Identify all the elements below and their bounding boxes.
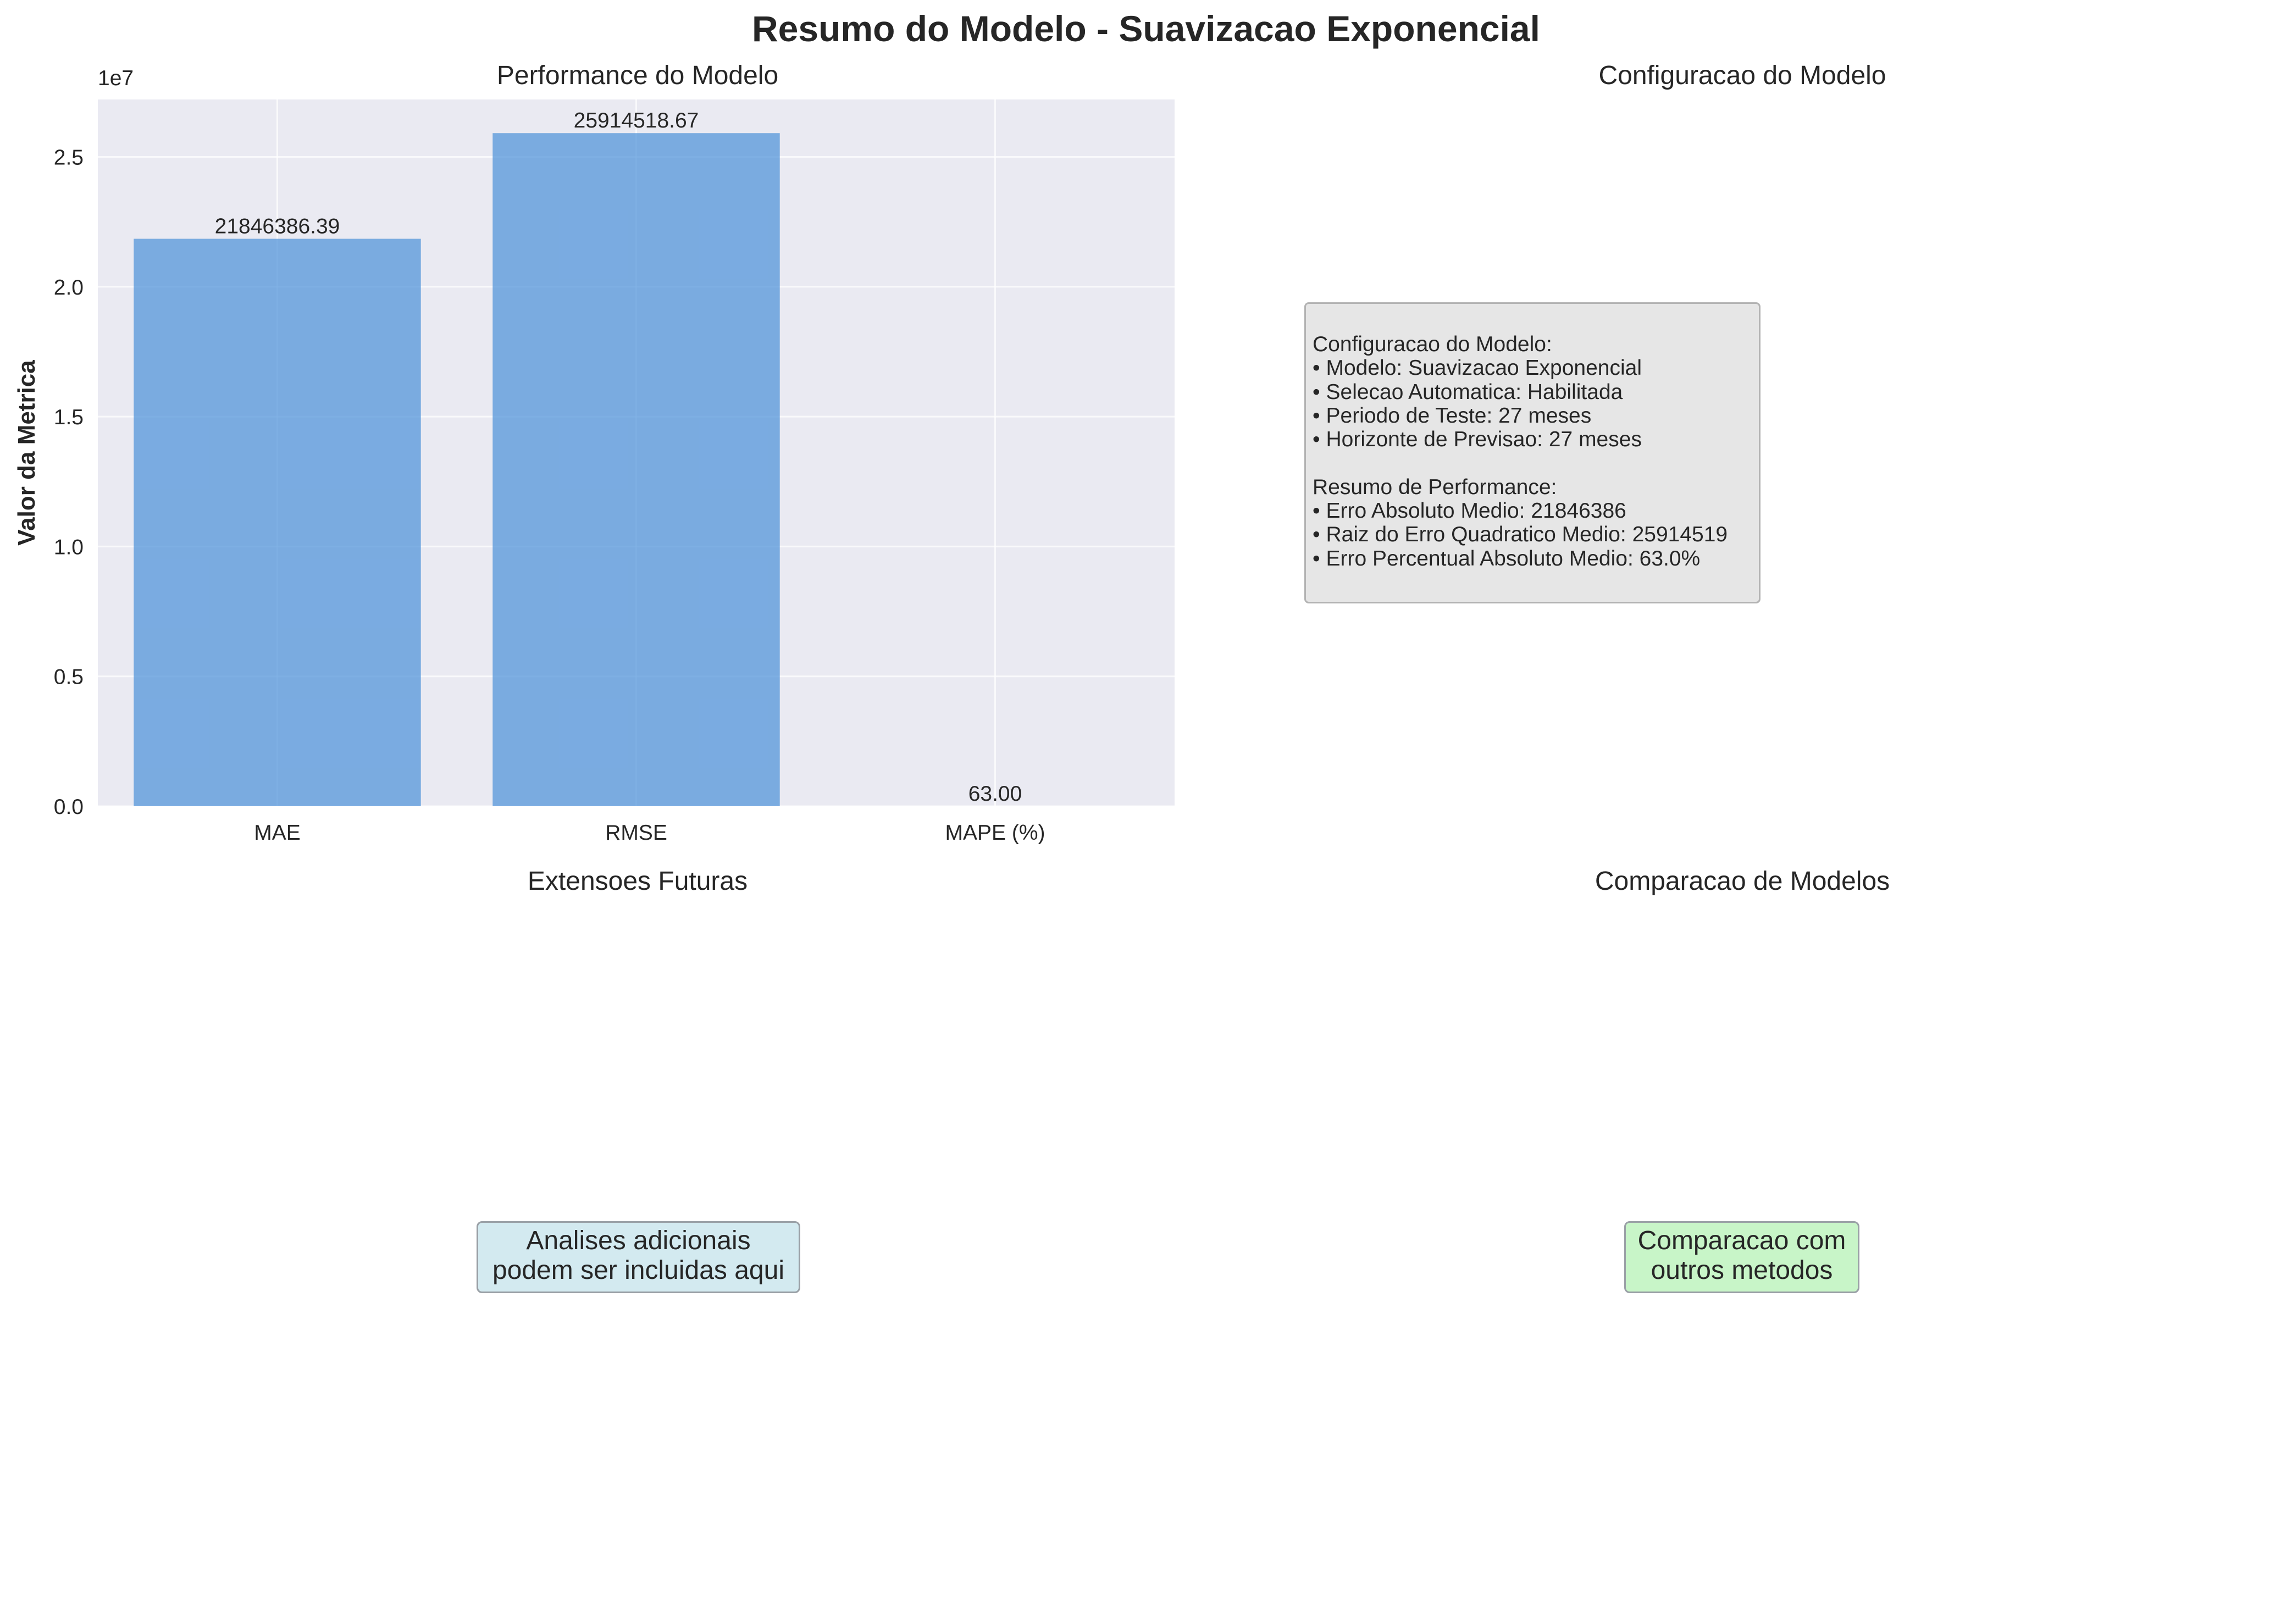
y-tick-label: 2.5 [54, 146, 84, 169]
config-panel-title: Configuracao do Modelo [1598, 61, 1886, 90]
comparison-note-line-2: outros metodos [1651, 1256, 1833, 1285]
y-axis-label: Valor da Metrica [13, 360, 40, 546]
future-extensions-note: Analises adicionais podem ser incluidas … [477, 1221, 800, 1293]
bar-mae [134, 239, 421, 806]
config-line: • Selecao Automatica: Habilitada [1313, 380, 1623, 404]
x-tick-label: MAE [254, 821, 301, 845]
config-line: • Modelo: Suavizacao Exponencial [1313, 356, 1642, 380]
comparison-note-line-1: Comparacao com [1637, 1226, 1846, 1255]
y-tick-label: 1.0 [54, 535, 84, 559]
config-info-box: Configuracao do Modelo: • Modelo: Suaviza… [1304, 302, 1760, 603]
y-tick-label: 1.5 [54, 406, 84, 429]
bar-value-label: 21846386.39 [215, 215, 340, 239]
bar-value-label: 63.00 [968, 782, 1022, 806]
x-tick-label: MAPE (%) [945, 821, 1045, 845]
bars [134, 133, 1139, 807]
y-tick-label: 0.0 [54, 795, 84, 819]
figure-title: Resumo do Modelo - Suavizacao Exponencia… [752, 8, 1540, 49]
config-line: Resumo de Performance: [1313, 475, 1557, 499]
y-tick-label: 0.5 [54, 666, 84, 689]
bar-rmse [492, 133, 780, 807]
value-labels: 21846386.39 25914518.67 63.00 [215, 109, 1022, 806]
config-line: Configuracao do Modelo: [1313, 332, 1552, 356]
comparison-note: Comparacao com outros metodos [1624, 1221, 1859, 1293]
future-note-line-2: podem ser incluidas aqui [492, 1256, 784, 1285]
config-line: • Erro Absoluto Medio: 21846386 [1313, 499, 1626, 523]
future-note-line-1: Analises adicionais [526, 1226, 751, 1255]
config-line: • Raiz do Erro Quadratico Medio: 2591451… [1313, 523, 1728, 547]
config-line: • Horizonte de Previsao: 27 meses [1313, 428, 1642, 452]
bar-value-label: 25914518.67 [574, 109, 699, 132]
x-tick-label: RMSE [605, 821, 667, 845]
future-panel-title: Extensoes Futuras [527, 867, 748, 896]
y-offset-label: 1e7 [98, 66, 134, 90]
config-line [1313, 451, 1753, 475]
config-line: • Periodo de Teste: 27 meses [1313, 403, 1592, 428]
y-tick-label: 2.0 [54, 276, 84, 300]
performance-panel-title: Performance do Modelo [496, 61, 779, 90]
config-line: • Erro Percentual Absoluto Medio: 63.0% [1313, 546, 1701, 570]
comparison-panel-title: Comparacao de Modelos [1595, 867, 1890, 896]
tick-labels: 0.0 0.5 1.0 1.5 2.0 2.5 MAE RMSE MAPE (%) [54, 146, 1045, 845]
